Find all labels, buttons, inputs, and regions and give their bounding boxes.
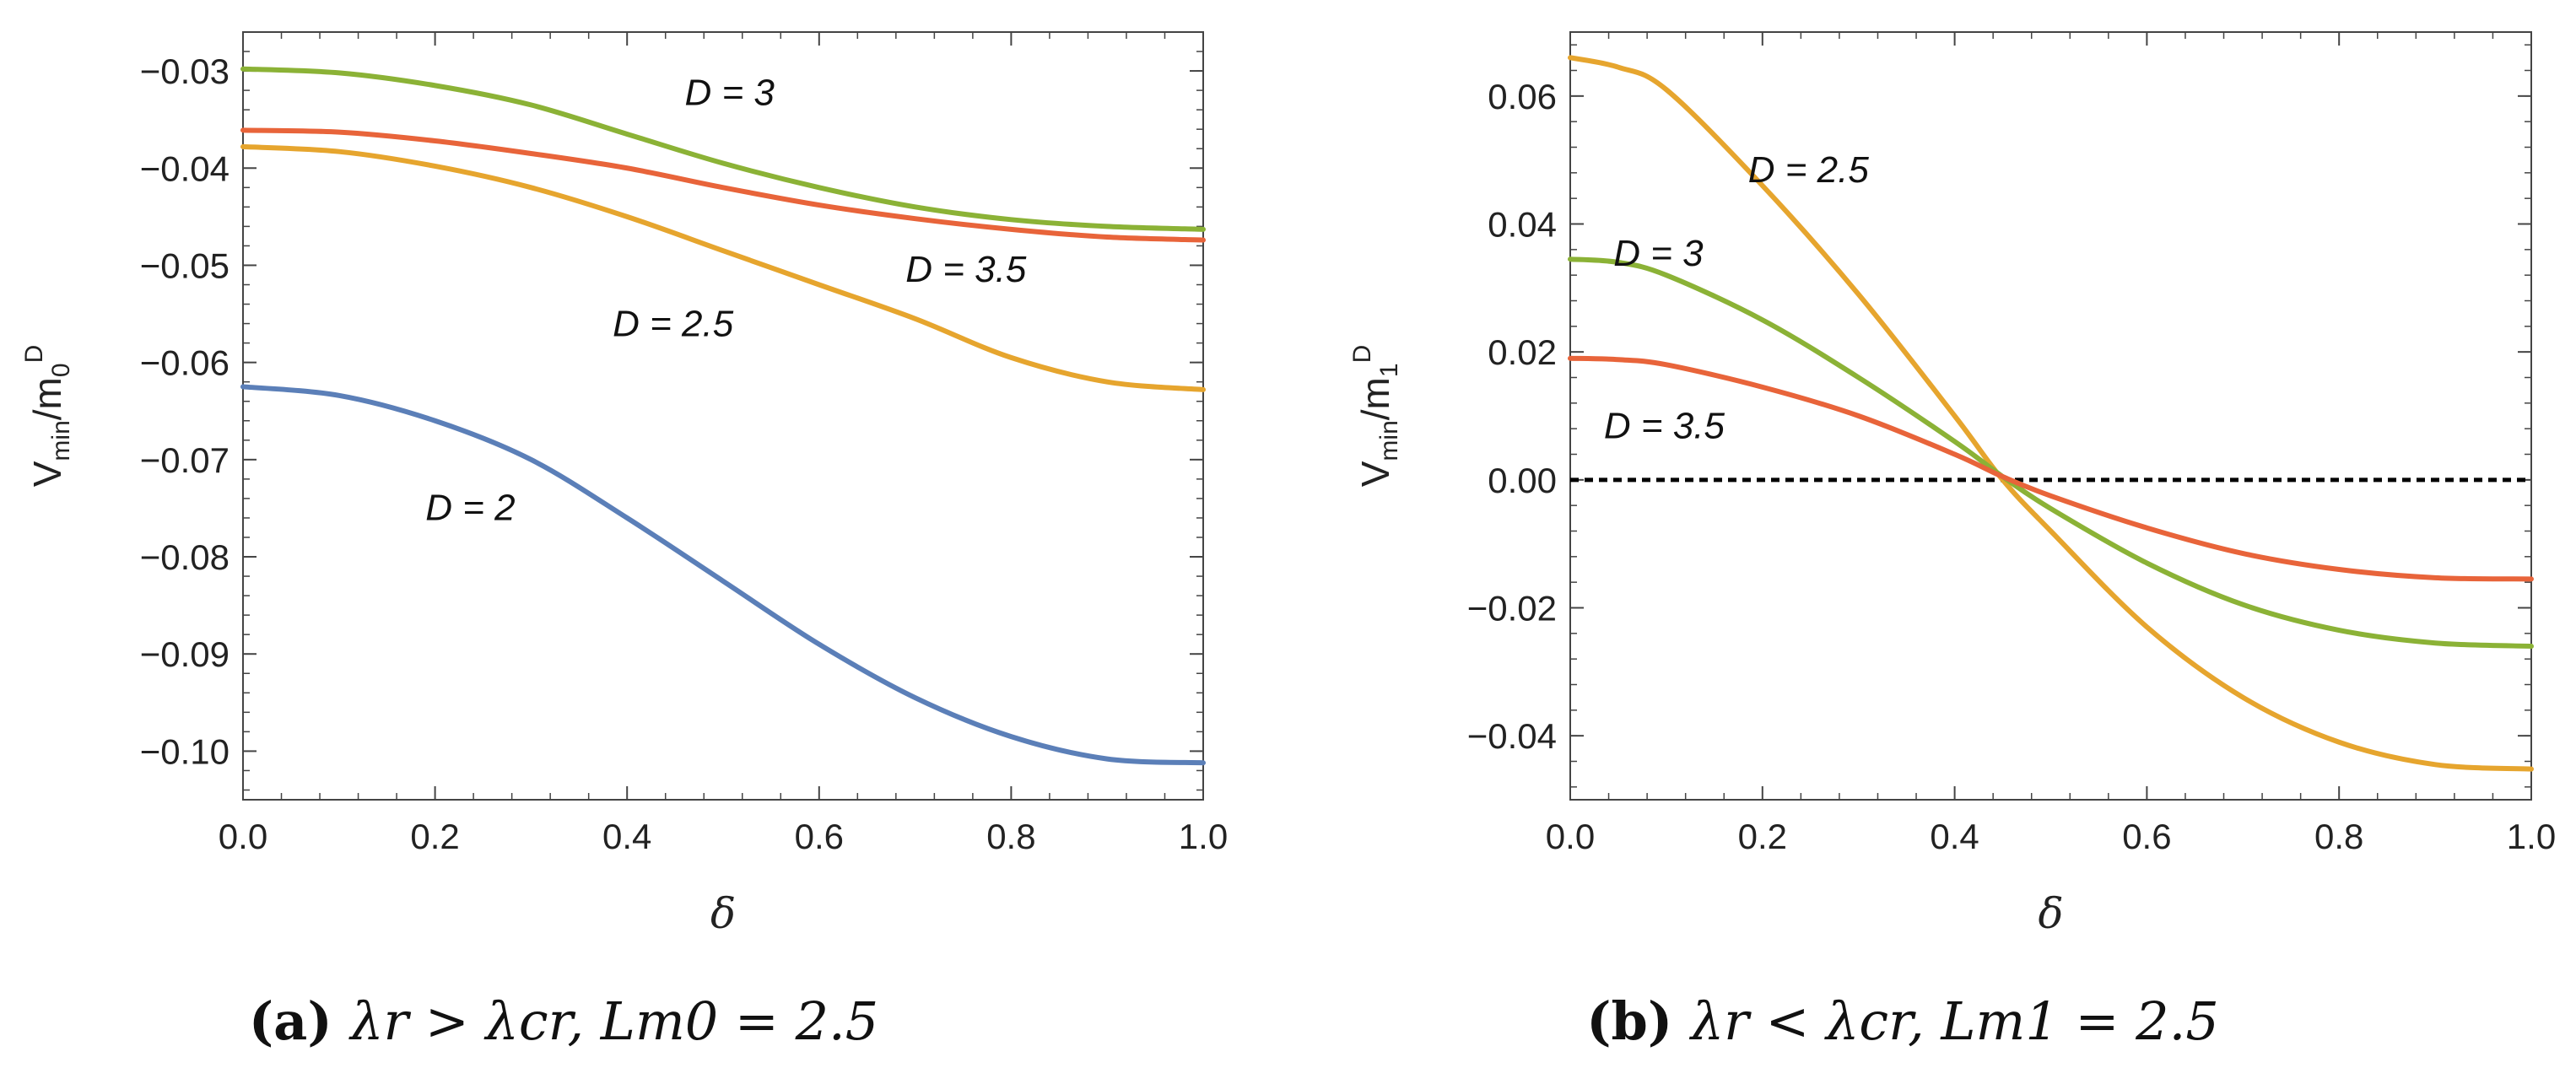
plot-frame [1569,31,2532,801]
x-tick-label: 1.0 [1179,817,1228,856]
series-line-2.5 [1568,55,2534,772]
x-tick-label: 0.4 [1930,817,1979,856]
x-axis-label: δ [2038,889,2063,938]
curve-label: D = 3 [1613,233,1704,274]
curve-label: D = 2 [425,487,515,528]
y-tick-label: −0.07 [140,440,230,480]
x-tick-label: 0.6 [795,817,844,856]
y-tick-label: 0.04 [1488,205,1557,245]
x-axis-label: δ [710,889,736,938]
y-tick-label: −0.10 [140,731,230,771]
y-tick-label: −0.08 [140,537,230,577]
plot-frame [242,31,1204,801]
y-tick-label: −0.06 [140,343,230,383]
y-tick-label: 0.00 [1488,461,1557,500]
x-tick-label: 0.6 [2122,817,2171,856]
series-line-3 [240,66,1206,232]
series-line-3.5 [1568,355,2534,582]
y-axis-label: Vmin/m0D [20,345,75,488]
x-tick-label: 0.8 [986,817,1035,856]
x-tick-label: 0.4 [602,817,651,856]
x-tick-label: 0.2 [410,817,459,856]
curve-label: D = 3.5 [1604,406,1725,447]
y-tick-label: −0.09 [140,634,230,674]
figure-caption: (a) λr > λcr, Lm0 = 2.5 [249,990,878,1052]
series-line-2 [240,384,1206,766]
panel-a: 0.0 0.2 0.4 0.6 0.8 1.0 −0.03 −0.04 −0.05 −0.06 −0… [20,31,1228,1052]
curve-label: D = 2.5 [613,304,734,345]
y-tick-label: 0.02 [1488,332,1557,372]
series-line-2.5 [240,143,1206,392]
curve-label: D = 3 [684,72,775,113]
y-tick-label: −0.04 [1467,716,1557,756]
x-tick-label: 0.0 [219,817,267,856]
series-line-3.5 [240,127,1206,243]
curve-label: D = 2.5 [1748,149,1870,191]
y-tick-label: −0.02 [1467,589,1557,628]
x-tick-label: 0.8 [2314,817,2363,856]
y-tick-label: −0.04 [140,148,230,188]
y-axis-label: Vmin/m1D [1348,345,1403,488]
y-tick-label: −0.05 [140,245,230,285]
y-tick-label: −0.03 [140,51,230,91]
x-tick-label: 0.0 [1546,817,1595,856]
series-line-3 [1568,256,2534,649]
x-tick-label: 1.0 [2507,817,2556,856]
figure-caption: (b) λr < λcr, Lm1 = 2.5 [1586,990,2219,1052]
x-tick-label: 0.2 [1738,817,1787,856]
y-tick-label: 0.06 [1488,77,1557,116]
curve-label: D = 3.5 [905,249,1027,290]
panel-b: 0.0 0.2 0.4 0.6 0.8 1.0 0.06 0.04 0.02 0.00 −0.02 −… [1348,31,2556,1052]
